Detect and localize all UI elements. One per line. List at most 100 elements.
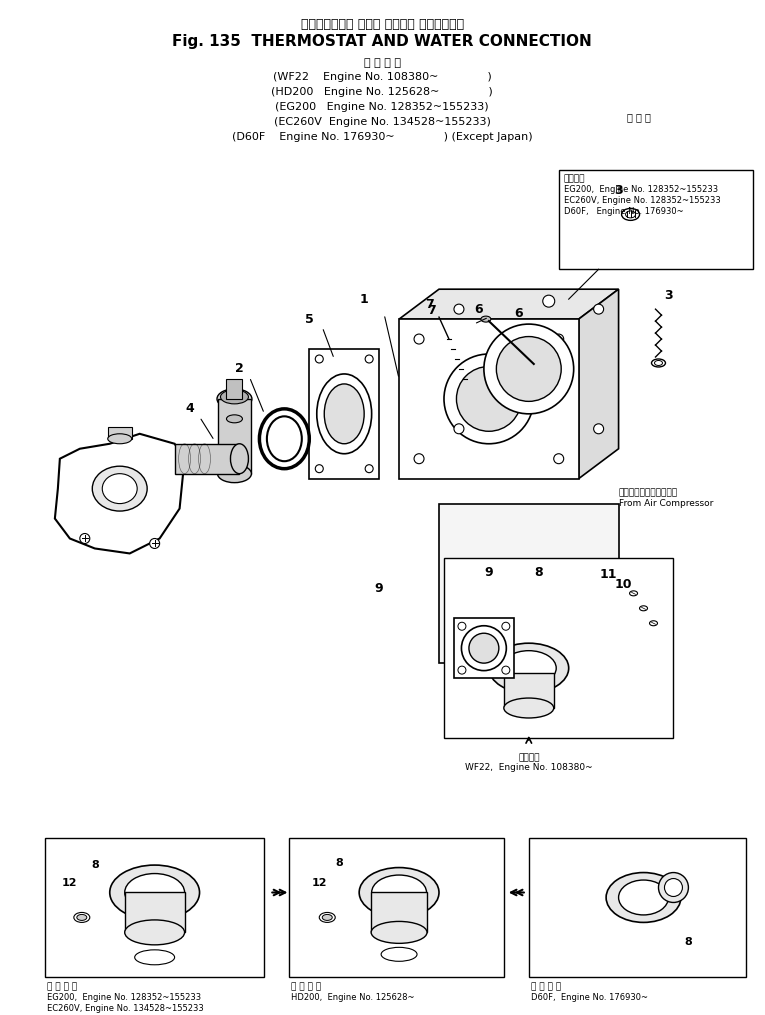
Circle shape [315, 465, 324, 473]
Circle shape [365, 465, 373, 473]
Polygon shape [439, 503, 619, 663]
Ellipse shape [226, 415, 243, 423]
Bar [444, 558, 673, 738]
Ellipse shape [108, 433, 132, 444]
Ellipse shape [371, 922, 427, 943]
Bar [108, 426, 132, 438]
Text: EG200,  Engine No. 128352~155233: EG200, Engine No. 128352~155233 [47, 994, 201, 1002]
Ellipse shape [267, 416, 302, 461]
Bar [45, 837, 265, 977]
Ellipse shape [457, 366, 521, 431]
Text: 5: 5 [305, 313, 314, 326]
Bar [529, 837, 747, 977]
Bar [371, 892, 427, 933]
Ellipse shape [76, 915, 86, 921]
Ellipse shape [606, 873, 681, 923]
Text: (WF22    Engine No. 108380~              ): (WF22 Engine No. 108380~ ) [273, 72, 491, 82]
Text: 8: 8 [91, 860, 99, 870]
Bar [504, 673, 554, 708]
Text: D60F,  Engine No. 176930~: D60F, Engine No. 176930~ [531, 994, 648, 1002]
Polygon shape [309, 349, 379, 479]
Circle shape [414, 454, 424, 464]
Polygon shape [578, 289, 619, 479]
Text: 適 用 号 機: 適 用 号 機 [291, 983, 321, 992]
Text: 12: 12 [311, 878, 327, 887]
Ellipse shape [322, 915, 332, 921]
Ellipse shape [469, 633, 499, 663]
Circle shape [594, 304, 604, 314]
Ellipse shape [103, 474, 137, 503]
Text: エアーコンプレッサから
From Air Compressor: エアーコンプレッサから From Air Compressor [619, 488, 713, 509]
Text: 8: 8 [685, 938, 692, 947]
Text: 8: 8 [335, 858, 343, 868]
Circle shape [80, 534, 90, 543]
Circle shape [315, 355, 324, 363]
Ellipse shape [217, 465, 252, 483]
Bar [217, 399, 252, 474]
Text: 8: 8 [535, 566, 543, 580]
Text: D60F,   Engine No. 176930~: D60F, Engine No. 176930~ [564, 207, 683, 216]
Ellipse shape [125, 920, 184, 945]
Ellipse shape [504, 698, 554, 718]
Text: 9: 9 [375, 582, 383, 595]
Text: 適用号機
WF22,  Engine No. 108380~: 適用号機 WF22, Engine No. 108380~ [465, 753, 593, 772]
Text: 3: 3 [664, 289, 672, 302]
Ellipse shape [109, 865, 200, 920]
Ellipse shape [217, 389, 252, 409]
Bar [289, 837, 504, 977]
Circle shape [458, 666, 466, 674]
Circle shape [454, 304, 464, 314]
Text: EG200,  Engine No. 128352~155233: EG200, Engine No. 128352~155233 [564, 186, 718, 195]
Bar [125, 892, 184, 933]
Polygon shape [55, 433, 184, 553]
Bar [174, 444, 239, 474]
Ellipse shape [372, 875, 427, 909]
Text: 適 用 号 機: 適 用 号 機 [363, 58, 401, 68]
Text: 2: 2 [235, 362, 244, 376]
Ellipse shape [360, 868, 439, 918]
Ellipse shape [381, 947, 417, 961]
Text: 1: 1 [360, 292, 369, 306]
Circle shape [414, 334, 424, 344]
Ellipse shape [125, 874, 184, 911]
Text: (HD200   Engine No. 125628~              ): (HD200 Engine No. 125628~ ) [272, 86, 493, 96]
Text: 11: 11 [600, 568, 617, 582]
Text: 海 外 向: 海 外 向 [627, 112, 650, 122]
Text: サーモスタット および ウォータ コネクション: サーモスタット および ウォータ コネクション [301, 18, 464, 30]
Ellipse shape [665, 879, 682, 896]
Text: 6: 6 [474, 302, 483, 316]
Text: (EC260V  Engine No. 134528~155233): (EC260V Engine No. 134528~155233) [274, 117, 490, 127]
Text: (D60F    Engine No. 176930~              ) (Except Japan): (D60F Engine No. 176930~ ) (Except Japan… [232, 132, 532, 142]
Ellipse shape [135, 950, 174, 965]
Polygon shape [399, 289, 619, 319]
Circle shape [458, 622, 466, 630]
Ellipse shape [484, 324, 574, 414]
Text: 10: 10 [615, 579, 633, 592]
Circle shape [542, 295, 555, 308]
Ellipse shape [444, 354, 534, 444]
Text: 12: 12 [62, 878, 77, 887]
Text: (EG200   Engine No. 128352~155233): (EG200 Engine No. 128352~155233) [275, 102, 489, 112]
Text: HD200,  Engine No. 125628~: HD200, Engine No. 125628~ [291, 994, 415, 1002]
Circle shape [365, 355, 373, 363]
Circle shape [454, 424, 464, 433]
Circle shape [502, 666, 509, 674]
Ellipse shape [659, 873, 688, 902]
Bar [558, 170, 754, 269]
Ellipse shape [481, 316, 491, 322]
Ellipse shape [317, 374, 372, 454]
Ellipse shape [501, 651, 556, 685]
Ellipse shape [489, 644, 568, 693]
Text: 7: 7 [425, 297, 434, 311]
Ellipse shape [496, 337, 562, 401]
Ellipse shape [324, 384, 364, 444]
Polygon shape [399, 319, 578, 479]
Text: 7: 7 [427, 304, 435, 317]
Ellipse shape [93, 466, 147, 512]
Circle shape [594, 424, 604, 433]
Text: EC260V, Engine No. 134528~155233: EC260V, Engine No. 134528~155233 [47, 1004, 203, 1013]
Text: 4: 4 [185, 402, 194, 415]
Text: 適 用 号 機: 適 用 号 機 [47, 983, 77, 992]
Ellipse shape [74, 912, 90, 923]
Bar [454, 618, 514, 678]
